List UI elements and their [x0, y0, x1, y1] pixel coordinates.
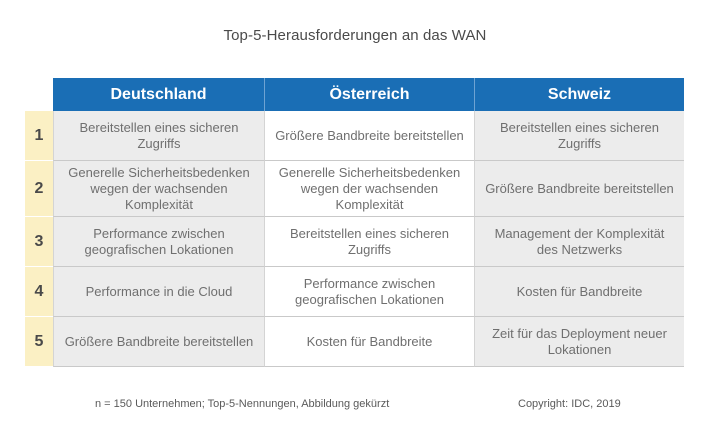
rank-1: 1 — [25, 111, 53, 161]
table-corner — [25, 78, 53, 111]
rank-4: 4 — [25, 267, 53, 317]
cell-3-deutschland: Performance zwischen geografischen Lokat… — [53, 217, 264, 267]
cell-2-schweiz: Größere Bandbreite bereitstellen — [474, 161, 684, 217]
footnote: n = 150 Unternehmen; Top-5-Nennungen, Ab… — [95, 398, 390, 410]
challenges-table: Deutschland Österreich Schweiz 1 Bereits… — [25, 78, 684, 367]
column-header-schweiz: Schweiz — [474, 78, 684, 111]
cell-2-deutschland: Generelle Sicherheitsbedenken wegen der … — [53, 161, 264, 217]
cell-3-schweiz: Management der Komplexität des Netzwerks — [474, 217, 684, 267]
cell-1-schweiz: Bereitstellen eines sicheren Zugriffs — [474, 111, 684, 161]
cell-1-oesterreich: Größere Bandbreite bereitstellen — [264, 111, 474, 161]
cell-1-deutschland: Bereitstellen eines sicheren Zugriffs — [53, 111, 264, 161]
rank-2: 2 — [25, 161, 53, 217]
cell-5-oesterreich: Kosten für Bandbreite — [264, 317, 474, 367]
cell-4-oesterreich: Performance zwischen geografischen Lokat… — [264, 267, 474, 317]
column-header-deutschland: Deutschland — [53, 78, 264, 111]
cell-5-schweiz: Zeit für das Deployment neuer Lokationen — [474, 317, 684, 367]
cell-3-oesterreich: Bereitstellen eines sicheren Zugriffs — [264, 217, 474, 267]
column-header-oesterreich: Österreich — [264, 78, 474, 111]
cell-5-deutschland: Größere Bandbreite bereitstellen — [53, 317, 264, 367]
rank-5: 5 — [25, 317, 53, 367]
cell-4-schweiz: Kosten für Bandbreite — [474, 267, 684, 317]
cell-4-deutschland: Performance in die Cloud — [53, 267, 264, 317]
rank-3: 3 — [25, 217, 53, 267]
copyright: Copyright: IDC, 2019 — [518, 398, 621, 410]
cell-2-oesterreich: Generelle Sicherheitsbedenken wegen der … — [264, 161, 474, 217]
chart-title: Top-5-Herausforderungen an das WAN — [223, 27, 487, 44]
